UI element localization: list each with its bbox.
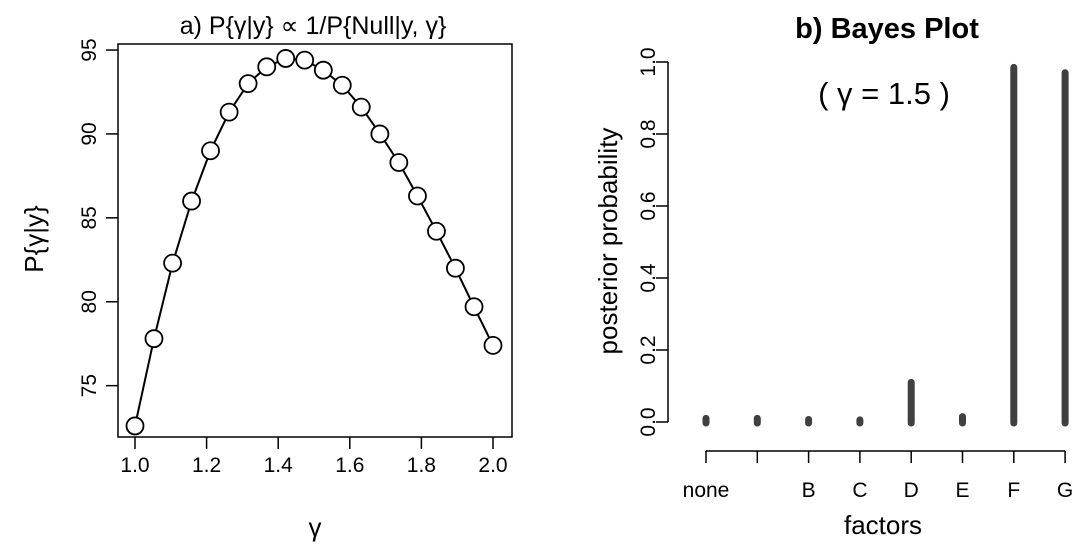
panel-b-x-tick-label: G (1057, 479, 1073, 502)
panel-b-x-tick-label: B (802, 479, 816, 502)
panel-a-x-tick-label: 2.0 (478, 454, 507, 477)
panel-a-series-line (134, 57, 494, 427)
panel-a-y-tick-label: 75 (78, 374, 101, 397)
panel-b-x-tick-label: E (955, 479, 969, 502)
panel-a-x-tick-label: 1.2 (192, 454, 221, 477)
panel-a-line (134, 57, 494, 427)
panel-a-y-tick-label: 90 (78, 122, 101, 145)
panel-b: b) Bayes Plot ( γ = 1.5 ) 0.00.20.40.60.… (593, 13, 1073, 540)
panel-a-point (332, 75, 352, 95)
panel-b-y-tick-label: 0.2 (637, 335, 660, 364)
panel-b-y-tick-label: 0.4 (637, 263, 660, 293)
panel-a-point (351, 97, 371, 117)
panel-a-plot-frame (117, 43, 513, 438)
panel-b-y-label: posterior probability (593, 128, 623, 355)
panel-b-x-tick-label: D (904, 479, 919, 502)
panel-a-point (408, 186, 427, 206)
panel-b-x-axis: none B C D E F G (683, 450, 1073, 502)
panel-a: a) P{γ|y} ∝ 1/P{Null|y, γ} 1.0 1.2 1.4 1.6 1… (19, 12, 513, 542)
panel-a-y-tick-label: 80 (78, 290, 101, 313)
panel-a-point (257, 57, 277, 77)
panel-b-x-tick-label: none (683, 479, 730, 502)
panel-b-y-tick-label: 0.6 (637, 191, 660, 220)
panel-b-title: b) Bayes Plot (795, 13, 979, 45)
panel-a-x-tick-label: 1.0 (120, 454, 149, 477)
panel-a-point (182, 191, 201, 211)
panel-a-point (483, 335, 503, 355)
panel-a-point (163, 253, 182, 273)
panel-a-point (125, 416, 145, 436)
panel-a-y-tick-label: 85 (78, 206, 101, 229)
panel-b-x-tick-label: C (852, 479, 867, 502)
panel-b-x-label: factors (844, 510, 922, 540)
panel-a-points (125, 49, 503, 436)
panel-a-x-label: γ (309, 512, 322, 542)
panel-a-x-tick-label: 1.4 (264, 454, 294, 477)
panel-a-point (219, 102, 239, 122)
panel-a-point (313, 60, 333, 80)
panel-a-point (464, 297, 484, 317)
panel-a-point (446, 258, 465, 278)
panel-a-point (201, 141, 220, 161)
panel-b-bars (702, 63, 1069, 427)
panel-a-x-tick-label: 1.6 (335, 454, 364, 477)
panel-a-x-tick-label: 1.8 (407, 454, 436, 477)
panel-a-title: a) P{γ|y} ∝ 1/P{Null|y, γ} (180, 12, 447, 40)
panel-a-point (427, 221, 446, 241)
panel-a-y-axis: 75 80 85 90 95 (78, 38, 118, 397)
panel-b-y-tick-label: 1.0 (637, 47, 660, 76)
panel-a-x-axis: 1.0 1.2 1.4 1.6 1.8 2.0 (120, 437, 508, 477)
panel-a-point (144, 329, 164, 349)
panel-b-y-tick-label: 0.8 (637, 119, 660, 148)
panel-a-point (295, 50, 315, 70)
panel-b-y-tick-label: 0.0 (637, 407, 660, 436)
panel-a-point (238, 74, 258, 93)
panel-b-annotation: ( γ = 1.5 ) (818, 76, 950, 111)
panel-a-y-tick-label: 95 (78, 38, 101, 61)
panel-a-y-label: P{γ|y} (19, 205, 49, 273)
panel-a-point (276, 49, 296, 68)
panel-a-point (389, 153, 409, 172)
panel-a-point (370, 124, 390, 144)
panel-b-y-axis: 0.0 0.2 0.4 0.6 0.8 1.0 (637, 47, 669, 437)
panel-b-x-tick-label: F (1007, 479, 1020, 502)
